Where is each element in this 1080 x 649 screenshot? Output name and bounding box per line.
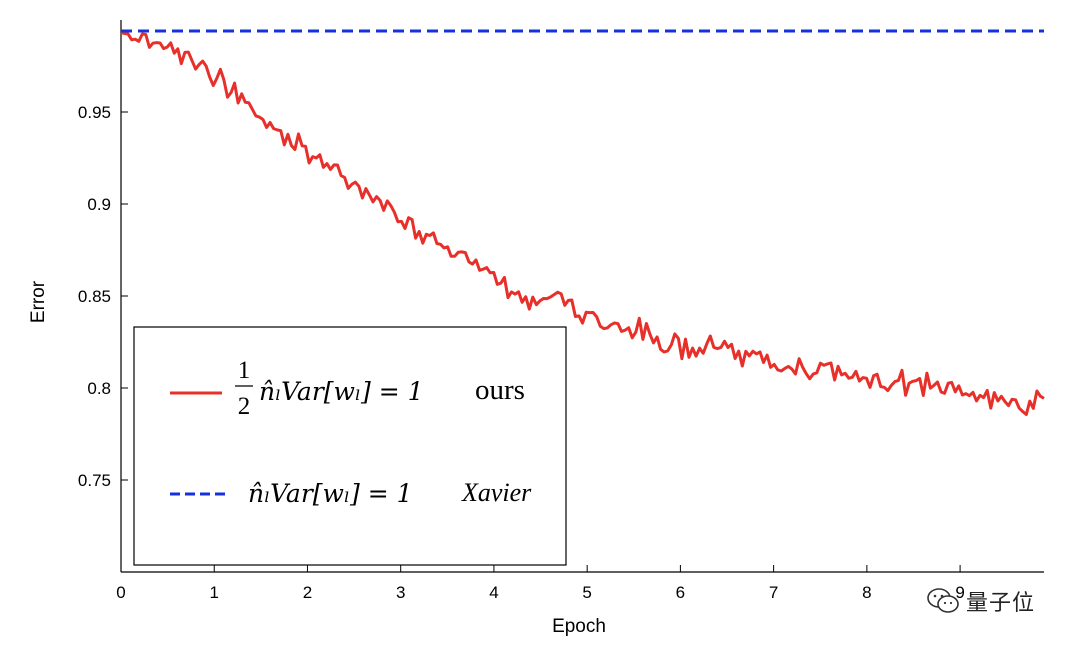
x-tick-label: 1: [209, 583, 218, 602]
y-tick-label: 0.95: [78, 103, 111, 122]
x-tick-label: 8: [862, 583, 871, 602]
x-tick-label: 6: [676, 583, 685, 602]
y-tick-label: 0.8: [87, 379, 111, 398]
series-line-ours: [120, 31, 1045, 416]
legend-item-ours: 1 2 n̂ₗVar[wₗ] = 1 ours: [170, 357, 525, 420]
x-tick-label: 9: [955, 583, 964, 602]
wechat-icon: [927, 588, 959, 613]
y-tick-label: 0.85: [78, 287, 111, 306]
legend-expr-ours: n̂ₗVar[wₗ] = 1: [259, 377, 424, 406]
x-tick-label: 0: [116, 583, 125, 602]
x-tick-label: 4: [489, 583, 498, 602]
y-tick-label: 0.9: [87, 195, 111, 214]
x-axis-label: Epoch: [552, 616, 606, 637]
x-tick-label: 7: [769, 583, 778, 602]
legend-box: [133, 326, 567, 566]
legend-item-xavier: n̂ₗVar[wₗ] = 1 Xavier: [170, 478, 532, 508]
series-layer: [120, 29, 1045, 416]
ticks-layer: 0 1 2 3 4 5 6 7 8 9 0.75 0.8 0.85 0.9 0.95: [78, 103, 965, 602]
y-tick-label: 0.75: [78, 471, 111, 490]
x-tick-label: 2: [303, 583, 312, 602]
legend-expr-xavier: n̂ₗVar[wₗ] = 1: [248, 479, 413, 508]
watermark: 量子位: [926, 584, 1035, 618]
x-tick-label: 5: [582, 583, 591, 602]
legend-tag-xavier: Xavier: [461, 478, 532, 507]
y-axis-label: Error: [28, 280, 49, 323]
legend-tag-ours: ours: [475, 374, 525, 406]
legend-frac-denominator: 2: [238, 393, 251, 420]
legend-frac-numerator: 1: [238, 357, 251, 384]
x-tick-label: 3: [396, 583, 405, 602]
watermark-text: 量子位: [966, 591, 1036, 616]
legend: 1 2 n̂ₗVar[wₗ] = 1 ours n̂ₗVar[wₗ] = 1 X…: [133, 326, 567, 566]
